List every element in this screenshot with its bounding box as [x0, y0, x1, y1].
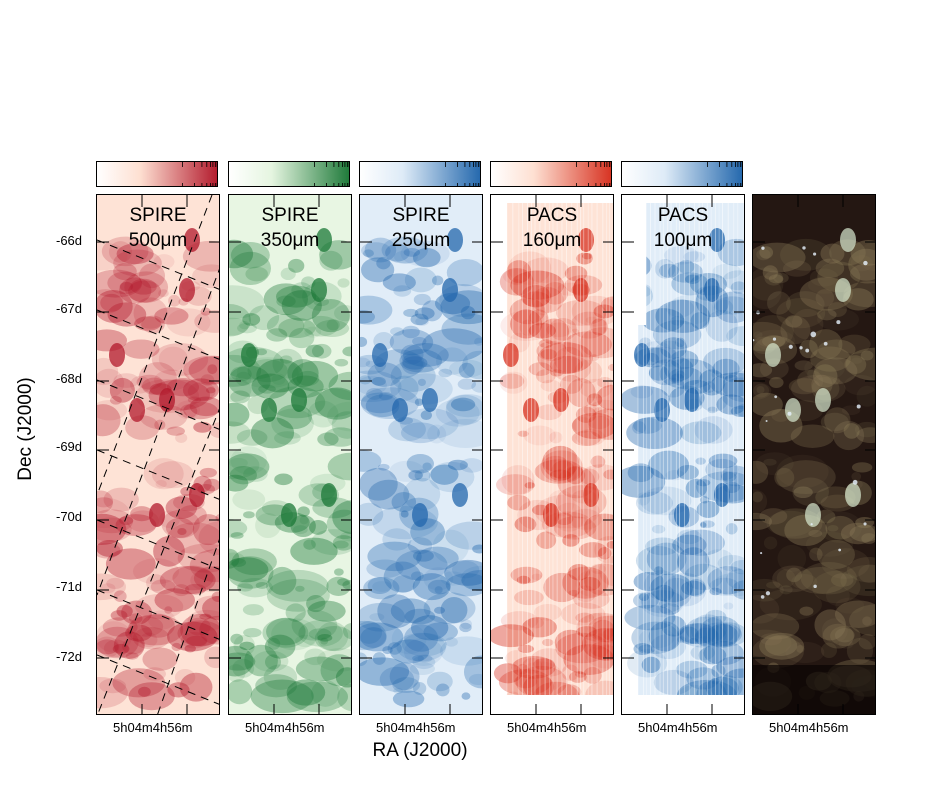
- panel-instrument: SPIRE: [392, 205, 450, 226]
- dec-tick-label: -66d: [56, 233, 83, 248]
- ra-tick-label: 5h04m4h56m: [376, 720, 456, 735]
- colorbar-pacs-160: [490, 161, 612, 187]
- map-panel-spire-350: SPIRE 350μm: [228, 194, 352, 715]
- x-axis-label: RA (J2000): [372, 740, 468, 761]
- dec-tick-label: -70d: [56, 509, 83, 524]
- colorbar-spire-250: [359, 161, 481, 187]
- map-panel-spire-500: SPIRE 500μm: [96, 194, 220, 715]
- dec-tick-label: -71d: [56, 579, 83, 594]
- panel-instrument: SPIRE: [261, 205, 319, 226]
- panel-instrument: PACS: [526, 205, 578, 226]
- map-panel-rgb-composite: [752, 194, 876, 715]
- colorbar-spire-350: [228, 161, 350, 187]
- panel-wavelength: 100μm: [653, 230, 713, 251]
- dec-tick-label: -72d: [56, 649, 83, 664]
- panel-instrument: SPIRE: [129, 205, 187, 226]
- ra-tick-label: 5h04m4h56m: [245, 720, 325, 735]
- panel-wavelength: 250μm: [391, 230, 451, 251]
- panel-wavelength: 500μm: [128, 230, 188, 251]
- dec-tick-label: -67d: [56, 301, 83, 316]
- ra-tick-label: 5h04m4h56m: [507, 720, 587, 735]
- colorbar-spire-500: [96, 161, 218, 187]
- dec-tick-label: -69d: [56, 439, 83, 454]
- ra-tick-label: 5h04m4h56m: [769, 720, 849, 735]
- dec-tick-label: -68d: [56, 371, 83, 386]
- map-panel-spire-250: SPIRE 250μm: [359, 194, 483, 715]
- ra-tick-label: 5h04m4h56m: [113, 720, 193, 735]
- map-panel-pacs-100: PACS 100μm: [621, 194, 745, 715]
- map-panel-pacs-160: PACS 160μm: [490, 194, 614, 715]
- colorbar-pacs-100: [621, 161, 743, 187]
- panel-wavelength: 350μm: [260, 230, 320, 251]
- panel-instrument: PACS: [657, 205, 709, 226]
- ra-tick-label: 5h04m4h56m: [638, 720, 718, 735]
- panel-wavelength: 160μm: [522, 230, 582, 251]
